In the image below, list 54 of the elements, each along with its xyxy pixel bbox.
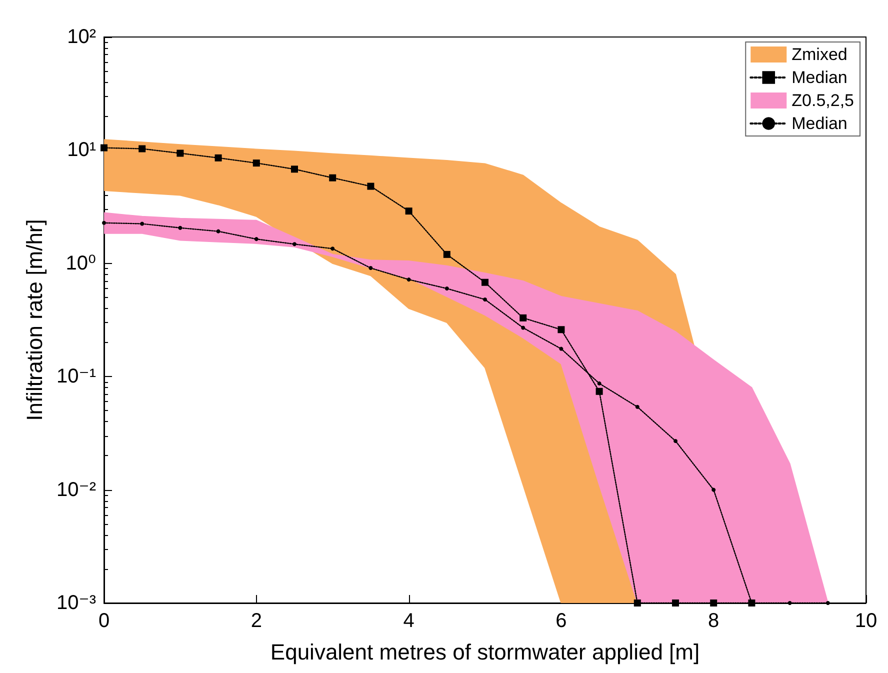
point [292, 242, 296, 246]
point [710, 600, 718, 606]
legend-label: Z0.5,2,5 [792, 91, 854, 110]
y-tick-label: 10² [67, 26, 96, 48]
x-tick-label: 4 [403, 610, 414, 632]
point [138, 145, 146, 152]
point [521, 326, 526, 330]
point [826, 601, 830, 605]
point [672, 600, 679, 606]
legend-label: Zmixed [792, 45, 848, 64]
point [788, 601, 792, 605]
point [102, 220, 106, 225]
point [634, 600, 641, 606]
legend-label: Median [792, 68, 848, 87]
y-tick-label: 10⁻³ [56, 592, 96, 614]
x-tick-label: 0 [98, 610, 110, 632]
point [597, 381, 602, 386]
point [178, 226, 182, 230]
point [254, 237, 258, 242]
point [406, 278, 411, 282]
point [635, 404, 640, 409]
point [483, 297, 487, 302]
y-tick-label: 10⁰ [66, 252, 96, 274]
legend-label: Median [792, 114, 848, 133]
point [252, 160, 260, 167]
point [216, 229, 220, 234]
y-tick-label: 10⁻² [56, 478, 96, 501]
point [291, 166, 298, 173]
x-tick-label: 10 [854, 610, 878, 632]
x-tick-label: 8 [708, 610, 720, 632]
point [368, 266, 373, 270]
point [176, 150, 184, 157]
point [444, 286, 449, 291]
point [405, 208, 412, 215]
point [482, 278, 488, 286]
point [367, 182, 374, 190]
point [520, 314, 527, 322]
point [443, 250, 450, 258]
point [596, 388, 603, 395]
point [214, 154, 222, 162]
x-tick-label: 6 [556, 610, 567, 632]
point [100, 144, 108, 152]
point [712, 488, 716, 492]
y-axis-title: Infiltration rate [m/hr] [22, 219, 48, 421]
point [559, 346, 564, 351]
y-tick-label: 10⁻¹ [56, 366, 96, 388]
point [674, 438, 678, 443]
point [140, 222, 144, 226]
point [558, 326, 565, 334]
x-axis-title: Equivalent metres of stormwater applied [m] [270, 640, 700, 664]
point [330, 246, 335, 251]
y-tick-label: 10¹ [67, 139, 96, 162]
point [329, 174, 336, 182]
x-tick-label: 2 [250, 610, 262, 632]
